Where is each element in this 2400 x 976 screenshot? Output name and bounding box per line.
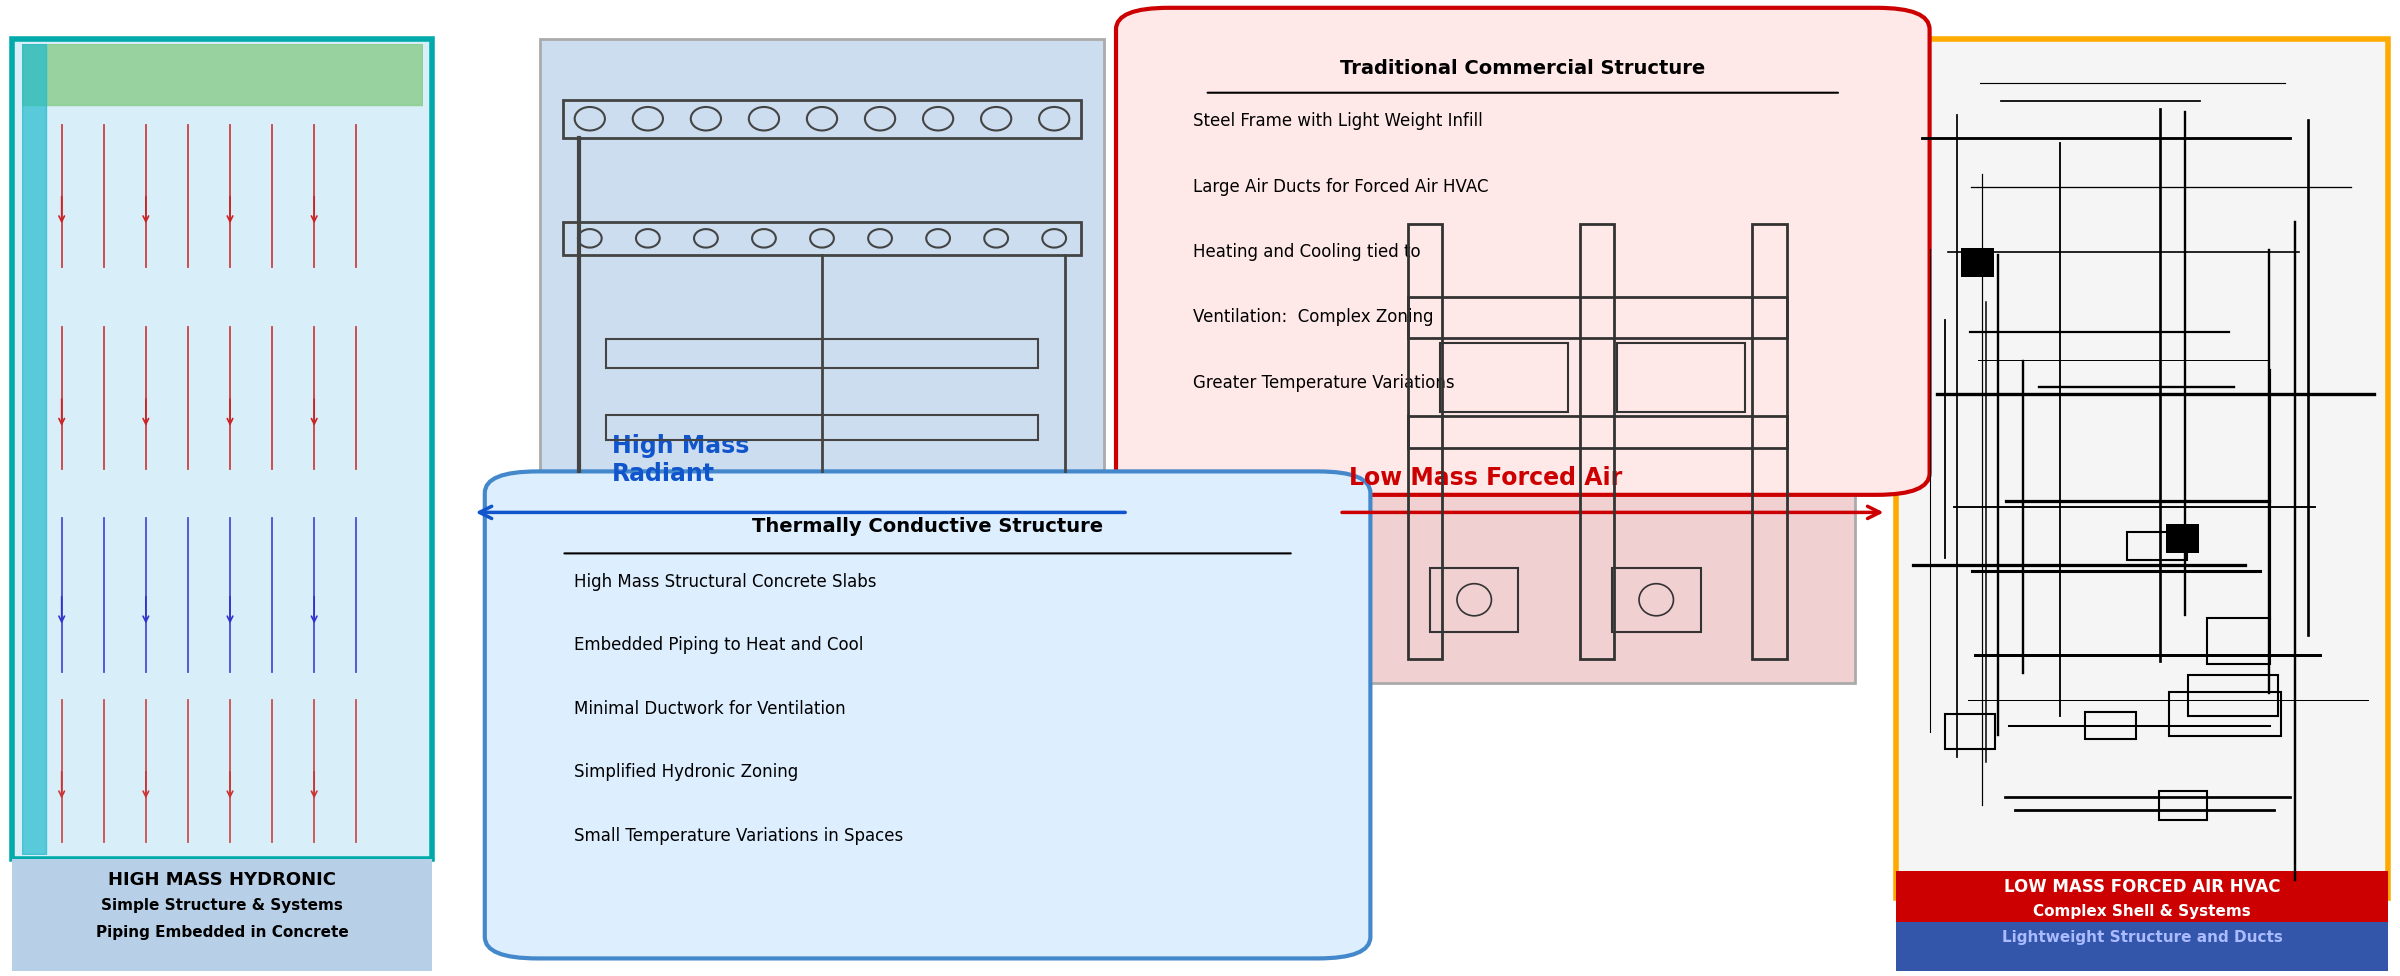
FancyBboxPatch shape [1896,922,2388,971]
FancyBboxPatch shape [1339,195,1855,683]
Bar [2170,692,2280,736]
Text: Low Mass Forced Air: Low Mass Forced Air [1349,467,1622,490]
Bar [2126,532,2186,560]
Text: High Mass
Radiant: High Mass Radiant [612,434,749,486]
Text: Large Air Ducts for Forced Air HVAC: Large Air Ducts for Forced Air HVAC [1193,178,1488,195]
Bar [1618,343,1745,412]
Text: Traditional Commercial Structure: Traditional Commercial Structure [1339,59,1706,77]
Bar [1409,297,1786,339]
Bar [1409,224,1442,660]
Text: Ventilation:  Complex Zoning: Ventilation: Complex Zoning [1193,308,1433,326]
FancyBboxPatch shape [485,471,1370,958]
Bar [2086,712,2136,739]
Text: HIGH MASS HYDRONIC: HIGH MASS HYDRONIC [108,871,336,888]
Bar [2165,524,2198,553]
Bar [1440,343,1567,412]
Bar [605,339,1039,368]
Text: Greater Temperature Variations: Greater Temperature Variations [1193,374,1454,391]
Bar [605,415,1039,440]
Text: Minimal Ductwork for Ventilation: Minimal Ductwork for Ventilation [574,700,845,717]
Text: Thermally Conductive Structure: Thermally Conductive Structure [751,517,1104,536]
Text: High Mass Structural Concrete Slabs: High Mass Structural Concrete Slabs [574,573,876,590]
FancyBboxPatch shape [1896,871,2388,924]
Bar [1946,714,1994,749]
Bar [1961,248,1994,277]
FancyBboxPatch shape [12,859,432,971]
Text: Simple Structure & Systems: Simple Structure & Systems [101,898,343,913]
FancyBboxPatch shape [1896,39,2388,898]
Text: Steel Frame with Light Weight Infill: Steel Frame with Light Weight Infill [1193,112,1483,130]
Text: Piping Embedded in Concrete: Piping Embedded in Concrete [96,925,348,940]
Text: Small Temperature Variations in Spaces: Small Temperature Variations in Spaces [574,827,902,844]
Text: Complex Shell & Systems: Complex Shell & Systems [2033,904,2251,918]
Bar [1579,224,1615,660]
Bar [2206,618,2270,665]
Bar [1752,224,1786,660]
Bar [562,100,1080,138]
Text: Simplified Hydronic Zoning: Simplified Hydronic Zoning [574,763,797,781]
FancyBboxPatch shape [1116,8,1930,495]
FancyBboxPatch shape [12,39,432,859]
Bar [1409,416,1786,448]
Bar [1430,568,1519,631]
FancyBboxPatch shape [540,39,1104,488]
Text: Embedded Piping to Heat and Cool: Embedded Piping to Heat and Cool [574,636,864,654]
Bar [1613,568,1702,631]
Text: Lightweight Structure and Ducts: Lightweight Structure and Ducts [2002,930,2282,945]
Bar [2189,675,2278,716]
Text: Heating and Cooling tied to: Heating and Cooling tied to [1193,243,1421,261]
Bar [562,222,1080,255]
Bar [2158,791,2208,820]
Text: LOW MASS FORCED AIR HVAC: LOW MASS FORCED AIR HVAC [2004,878,2280,896]
